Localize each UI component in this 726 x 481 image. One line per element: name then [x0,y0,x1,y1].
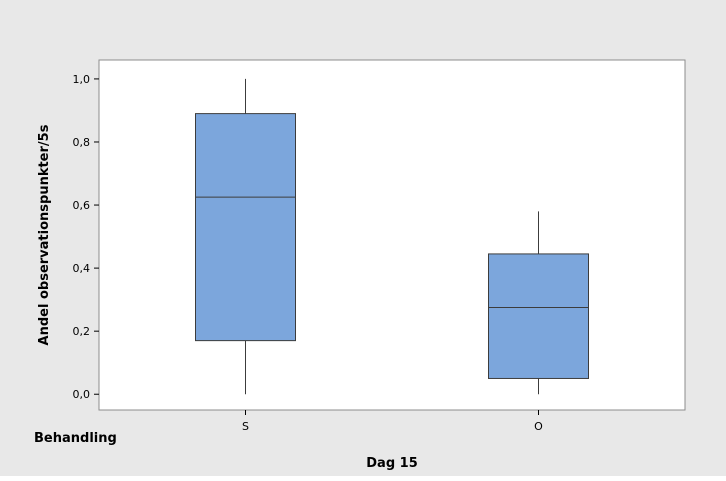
y-tick-label: 0,4 [73,262,91,275]
box-series [195,78,589,395]
group-label: Behandling [34,431,117,446]
x-tick-label: S [242,420,249,433]
box-o [488,211,589,395]
y-tick-label: 1,0 [73,73,91,86]
y-tick-label: 0,8 [73,136,91,149]
y-tick-label: 0,0 [73,388,91,401]
y-axis-title: Andel observationspunkter/5s [37,124,52,345]
x-tick-label: O [534,420,543,433]
box-body [195,113,296,342]
box-s [195,78,296,395]
box-body [488,253,589,379]
y-axis: 0,0 0,2 0,4 0,6 0,8 1,0 [73,73,99,401]
y-tick-label: 0,2 [73,325,91,338]
plot-area [98,59,686,411]
x-axis-title: Dag 15 [366,456,418,471]
y-tick-label: 0,6 [73,199,91,212]
